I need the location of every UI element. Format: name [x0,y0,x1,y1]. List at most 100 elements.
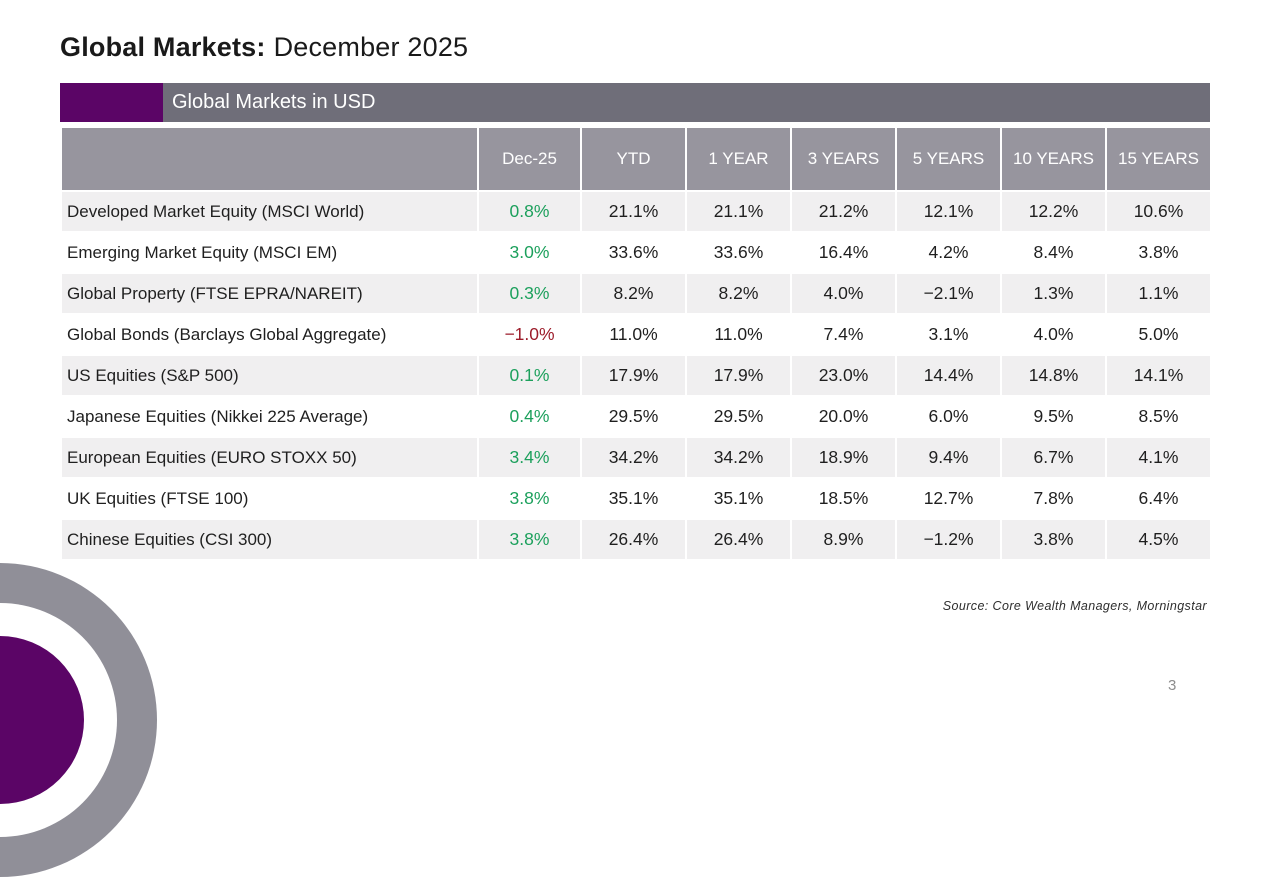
cell-5years: −2.1% [895,272,1002,315]
cell-ytd: 34.2% [580,436,687,479]
cell-ytd: 21.1% [580,190,687,233]
cell-dec25: 3.8% [477,477,582,520]
cell-3years: 16.4% [790,231,897,274]
cell-15years: 4.1% [1105,436,1212,479]
cell-5years: 9.4% [895,436,1002,479]
table-row: Emerging Market Equity (MSCI EM) 3.0% 33… [60,231,1212,274]
table-row: UK Equities (FTSE 100) 3.8% 35.1% 35.1% … [60,477,1212,520]
cell-15years: 4.5% [1105,518,1212,561]
row-label: European Equities (EURO STOXX 50) [60,436,479,479]
cell-5years: 12.1% [895,190,1002,233]
col-header-5years: 5 YEARS [895,126,1002,192]
cell-3years: 18.5% [790,477,897,520]
cell-dec25: 0.1% [477,354,582,397]
cell-15years: 3.8% [1105,231,1212,274]
markets-table: Dec-25 YTD 1 YEAR 3 YEARS 5 YEARS 10 YEA… [60,126,1212,561]
cell-dec25: 3.0% [477,231,582,274]
cell-10years: 7.8% [1000,477,1107,520]
row-label: UK Equities (FTSE 100) [60,477,479,520]
cell-3years: 4.0% [790,272,897,315]
cell-15years: 5.0% [1105,313,1212,356]
col-header-ytd: YTD [580,126,687,192]
cell-3years: 18.9% [790,436,897,479]
row-label: Developed Market Equity (MSCI World) [60,190,479,233]
cell-ytd: 17.9% [580,354,687,397]
cell-10years: 12.2% [1000,190,1107,233]
cell-3years: 23.0% [790,354,897,397]
banner-accent-block [60,83,163,122]
cell-dec25: 3.4% [477,436,582,479]
cell-1year: 33.6% [685,231,792,274]
cell-10years: 3.8% [1000,518,1107,561]
cell-1year: 21.1% [685,190,792,233]
cell-dec25: 0.8% [477,190,582,233]
cell-15years: 6.4% [1105,477,1212,520]
cell-dec25: 0.4% [477,395,582,438]
row-label: Global Property (FTSE EPRA/NAREIT) [60,272,479,315]
cell-10years: 8.4% [1000,231,1107,274]
cell-ytd: 29.5% [580,395,687,438]
banner-label: Global Markets in USD [163,83,1210,122]
source-attribution: Source: Core Wealth Managers, Morningsta… [942,599,1207,613]
corner-header-cell [60,126,479,192]
page-number: 3 [1168,677,1177,694]
table-row: US Equities (S&P 500) 0.1% 17.9% 17.9% 2… [60,354,1212,397]
row-label: Chinese Equities (CSI 300) [60,518,479,561]
page-title: Global Markets: December 2025 [60,32,468,63]
col-header-1year: 1 YEAR [685,126,792,192]
table-row: Chinese Equities (CSI 300) 3.8% 26.4% 26… [60,518,1212,561]
cell-10years: 4.0% [1000,313,1107,356]
table-row: Global Bonds (Barclays Global Aggregate)… [60,313,1212,356]
col-header-10years: 10 YEARS [1000,126,1107,192]
cell-ytd: 35.1% [580,477,687,520]
cell-1year: 35.1% [685,477,792,520]
cell-3years: 7.4% [790,313,897,356]
cell-ytd: 8.2% [580,272,687,315]
cell-ytd: 33.6% [580,231,687,274]
page-title-bold: Global Markets: [60,32,266,62]
header-row: Dec-25 YTD 1 YEAR 3 YEARS 5 YEARS 10 YEA… [60,126,1212,192]
cell-15years: 14.1% [1105,354,1212,397]
cell-15years: 10.6% [1105,190,1212,233]
row-label: Japanese Equities (Nikkei 225 Average) [60,395,479,438]
cell-10years: 14.8% [1000,354,1107,397]
row-label: US Equities (S&P 500) [60,354,479,397]
table-row: Global Property (FTSE EPRA/NAREIT) 0.3% … [60,272,1212,315]
cell-15years: 8.5% [1105,395,1212,438]
cell-1year: 17.9% [685,354,792,397]
cell-10years: 1.3% [1000,272,1107,315]
table-row: Japanese Equities (Nikkei 225 Average) 0… [60,395,1212,438]
cell-ytd: 26.4% [580,518,687,561]
cell-1year: 29.5% [685,395,792,438]
cell-1year: 11.0% [685,313,792,356]
cell-3years: 20.0% [790,395,897,438]
cell-15years: 1.1% [1105,272,1212,315]
page-title-regular: December 2025 [273,32,469,62]
cell-dec25: 3.8% [477,518,582,561]
cell-5years: 3.1% [895,313,1002,356]
cell-5years: 12.7% [895,477,1002,520]
cell-dec25: −1.0% [477,313,582,356]
col-header-dec25: Dec-25 [477,126,582,192]
cell-5years: −1.2% [895,518,1002,561]
cell-ytd: 11.0% [580,313,687,356]
row-label: Global Bonds (Barclays Global Aggregate) [60,313,479,356]
col-header-3years: 3 YEARS [790,126,897,192]
table-row: Developed Market Equity (MSCI World) 0.8… [60,190,1212,233]
cell-1year: 34.2% [685,436,792,479]
cell-5years: 6.0% [895,395,1002,438]
cell-10years: 6.7% [1000,436,1107,479]
cell-3years: 21.2% [790,190,897,233]
cell-10years: 9.5% [1000,395,1107,438]
col-header-15years: 15 YEARS [1105,126,1212,192]
cell-3years: 8.9% [790,518,897,561]
cell-1year: 26.4% [685,518,792,561]
cell-5years: 4.2% [895,231,1002,274]
cell-5years: 14.4% [895,354,1002,397]
table-banner: Global Markets in USD [60,83,1210,122]
table-row: European Equities (EURO STOXX 50) 3.4% 3… [60,436,1212,479]
markets-table-wrap: Dec-25 YTD 1 YEAR 3 YEARS 5 YEARS 10 YEA… [60,126,1212,561]
cell-dec25: 0.3% [477,272,582,315]
row-label: Emerging Market Equity (MSCI EM) [60,231,479,274]
cell-1year: 8.2% [685,272,792,315]
